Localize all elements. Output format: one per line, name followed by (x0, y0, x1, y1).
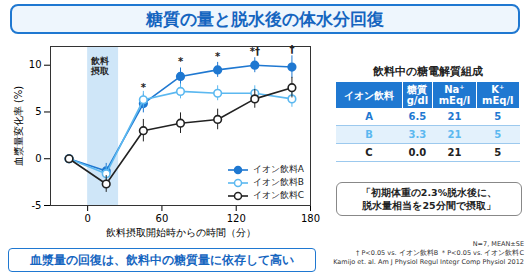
html-text:3.3: 3.3 (408, 129, 427, 140)
svg-text:180: 180 (301, 213, 320, 224)
svg-text:0: 0 (84, 213, 90, 224)
html-text:0.0: 0.0 (408, 147, 427, 158)
html-text:5: 5 (494, 147, 502, 158)
html-text:C: C (365, 147, 373, 158)
html-text:飲料中の糖電解質組成: 飲料中の糖電解質組成 (373, 65, 483, 78)
html-text:Kamijo et. al. Am J Physiol Re: Kamijo et. al. Am J Physiol Regul Integr… (333, 258, 524, 266)
svg-text:-5: -5 (32, 200, 42, 211)
svg-text:5: 5 (35, 106, 41, 117)
html-text:イオン飲料C: イオン飲料C (252, 190, 304, 200)
svg-text:*: * (215, 51, 221, 62)
html-text:† P<0.05 vs. イオン飲料B ＊P<0.05 vs: † P<0.05 vs. イオン飲料B ＊P<0.05 vs. イオン飲料C (356, 249, 524, 257)
svg-text:*†: *† (250, 46, 260, 57)
svg-text:120: 120 (227, 213, 246, 224)
html-text:「初期体重の2.3%脱水後に、 脱水量相当を25分間で摂取」: 「初期体重の2.3%脱水後に、 脱水量相当を25分間で摂取」 (360, 187, 498, 211)
html-text:21: 21 (447, 129, 462, 140)
html-text:A: A (365, 111, 373, 122)
svg-text:飲料摂取開始時からの時間（分）: 飲料摂取開始時からの時間（分） (106, 227, 256, 238)
html-text:糖質 g/dl: 糖質 g/dl (406, 84, 429, 106)
svg-text:10: 10 (29, 59, 42, 70)
html-text:糖質の量と脱水後の体水分回復: 糖質の量と脱水後の体水分回復 (146, 9, 384, 29)
html-text:イオン飲料: イオン飲料 (343, 89, 394, 101)
html-text:N=7, MEAN±SE: N=7, MEAN±SE (472, 240, 524, 248)
html-text:21: 21 (447, 147, 462, 158)
svg-text:*: * (178, 56, 184, 67)
svg-text:†: † (289, 44, 294, 55)
svg-text:60: 60 (156, 213, 169, 224)
html-text:血漿量の回復は、飲料中の糖質量に依存して高い: 血漿量の回復は、飲料中の糖質量に依存して高い (30, 253, 294, 267)
html-text:5: 5 (494, 111, 502, 122)
svg-text:血漿量変化率 (%): 血漿量変化率 (%) (13, 86, 24, 167)
html-text:6.5: 6.5 (408, 111, 427, 122)
html-text:イオン飲料B: イオン飲料B (252, 177, 304, 187)
html-text:イオン飲料A: イオン飲料A (252, 164, 304, 174)
html-text:B: B (365, 129, 373, 140)
html-text:Na⁺ mEq/l: Na⁺ mEq/l (438, 84, 471, 106)
html-text:21: 21 (447, 111, 462, 122)
html-text:K⁺ mEq/l: K⁺ mEq/l (482, 84, 514, 106)
svg-text:0: 0 (35, 153, 41, 164)
svg-text:飲料摂取: 飲料摂取 (90, 56, 110, 76)
html-text:5: 5 (494, 129, 502, 140)
